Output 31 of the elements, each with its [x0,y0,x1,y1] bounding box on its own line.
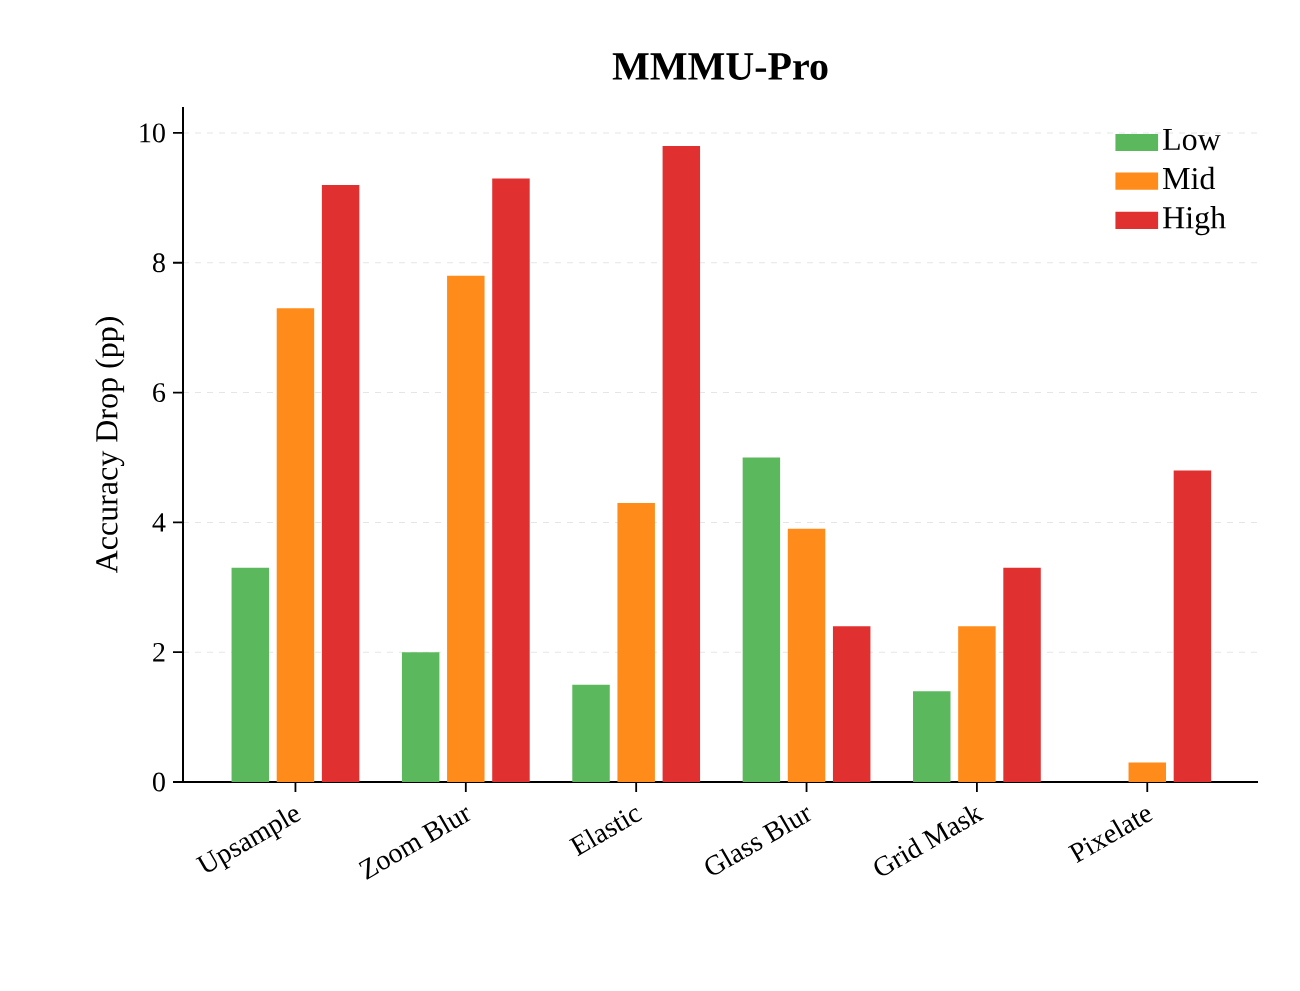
x-tick-label: Grid Mask [874,806,985,876]
y-axis-title: Accuracy Drop (pp) [95,317,125,574]
legend-label: Low [1163,128,1221,151]
legend-label: High [1163,206,1226,236]
bar [958,626,996,782]
y-tick-label: 10 [140,123,165,143]
bar [742,457,781,782]
bar [787,528,826,782]
bar [1128,762,1167,782]
y-tick-label: 2 [153,642,165,662]
bar [1173,470,1212,782]
y-tick-label: 0 [153,772,165,792]
bar [492,178,530,782]
chart-title: MMMU-Pro [612,53,828,80]
bar [572,684,610,782]
bar [276,308,315,782]
bar [617,502,655,782]
bar [447,275,485,782]
bar [1003,567,1041,782]
y-tick-label: 8 [153,253,165,273]
legend-label: Mid [1163,166,1216,190]
bar [832,626,871,782]
y-tick-label: 6 [153,383,166,402]
bar [401,652,440,782]
bar [231,567,270,782]
x-tick-label: Glass Blur [705,807,812,875]
x-tick-label: Zoom Blur [358,807,471,880]
bar [913,691,951,782]
bar [321,184,360,782]
bar [662,145,701,782]
y-tick-label: 4 [152,513,166,532]
